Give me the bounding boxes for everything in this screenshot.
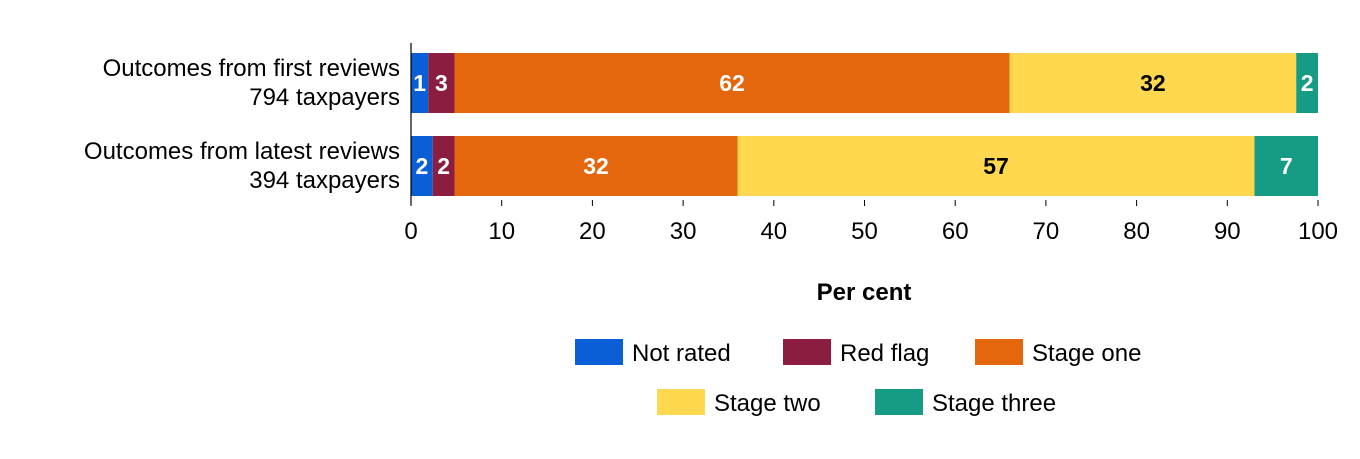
x-axis: 0 10 20 30 40 50 60 70 80 90 100 — [404, 43, 1338, 245]
data-label: 2 — [1301, 70, 1314, 96]
bar-segment-stage-two — [1009, 53, 1297, 113]
bar-segment-stage-three — [1296, 53, 1318, 113]
category-sublabel: 394 taxpayers — [249, 167, 400, 194]
x-tick-label: 100 — [1298, 218, 1338, 245]
data-label: 62 — [719, 70, 745, 96]
x-tick-label: 70 — [1033, 218, 1060, 245]
legend-item-stage-one: Stage one — [975, 339, 1141, 367]
legend-label: Stage one — [1032, 340, 1141, 367]
data-label: 2 — [437, 153, 450, 179]
category-label: Outcomes from first reviews — [103, 55, 400, 82]
bars-group: 1 3 62 32 22 2 32 57 7 — [411, 53, 1318, 196]
category-label: Outcomes from latest reviews — [84, 138, 400, 165]
legend-label: Not rated — [632, 340, 731, 367]
legend-swatch — [975, 339, 1023, 365]
legend-swatch — [575, 339, 623, 365]
x-tick-label: 30 — [670, 218, 697, 245]
legend-label: Stage three — [932, 390, 1056, 417]
legend-item-red-flag: Red flag — [783, 339, 929, 367]
bar-segment-red-flag — [428, 53, 455, 113]
bar-segment-red-flag — [432, 136, 455, 196]
bar-segment-stage-one — [454, 53, 1010, 113]
legend-swatch — [875, 389, 923, 415]
legend-item-not-rated: Not rated — [575, 339, 731, 367]
bar-segment-stage-one — [454, 136, 738, 196]
x-tick-label: 80 — [1123, 218, 1150, 245]
data-label: 1 — [413, 70, 426, 96]
data-label: 2 — [415, 153, 428, 179]
x-tick-label: 60 — [942, 218, 969, 245]
x-tick-label: 20 — [579, 218, 606, 245]
x-tick-label: 40 — [760, 218, 787, 245]
legend: Not rated Red flag Stage one Stage two Stage… — [575, 339, 1141, 417]
x-tick-label: 0 — [404, 218, 417, 245]
data-label: 32 — [1140, 70, 1166, 96]
x-axis-title: Per cent — [817, 279, 912, 306]
legend-swatch — [657, 389, 705, 415]
bar-segment-stage-three — [1254, 136, 1318, 196]
bar-segment-stage-two — [737, 136, 1255, 196]
data-label: 57 — [983, 153, 1009, 179]
category-sublabel: 794 taxpayers — [249, 84, 400, 111]
legend-label: Red flag — [840, 340, 929, 367]
data-label: 32 — [583, 153, 609, 179]
bar-segment-not-rated — [411, 53, 429, 113]
bar-segment-not-rated — [411, 136, 433, 196]
x-tick-label: 50 — [851, 218, 878, 245]
legend-swatch — [783, 339, 831, 365]
legend-item-stage-two: Stage two — [657, 389, 821, 417]
legend-label: Stage two — [714, 390, 821, 417]
x-tick-label: 10 — [488, 218, 515, 245]
legend-item-stage-three: Stage three — [875, 389, 1056, 417]
data-label: 7 — [1280, 153, 1293, 179]
x-tick-label: 90 — [1214, 218, 1241, 245]
data-label: 3 — [435, 70, 448, 96]
